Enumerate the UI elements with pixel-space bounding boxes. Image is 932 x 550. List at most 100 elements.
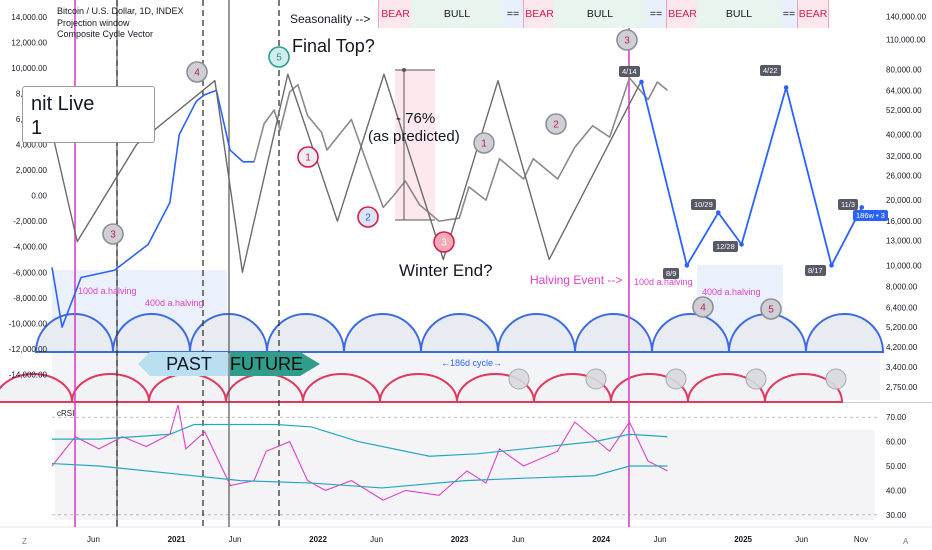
right-axis-tick: 110,000.00 — [886, 35, 926, 44]
legend-composite-cycle[interactable]: Composite Cycle Vector — [57, 29, 154, 39]
time-axis-tick: Jun — [654, 535, 667, 544]
legend-projection-window[interactable]: Projection window — [57, 17, 130, 28]
price-line-blue[interactable] — [51, 89, 255, 328]
red-cycle-arc — [301, 373, 382, 403]
seasonality-bear: BEAR — [666, 0, 699, 28]
callout-line-2: 1 — [31, 117, 43, 139]
crsi-upper-band[interactable] — [52, 423, 668, 457]
cycle-marker-7[interactable] — [473, 132, 495, 154]
crsi-background — [55, 430, 875, 520]
time-axis-tick: Jun — [229, 535, 242, 544]
cycle-marker-label: 1 — [481, 139, 487, 150]
blue-cycle-arc — [650, 313, 731, 353]
tradingview-logo-icon[interactable]: Z — [22, 537, 27, 546]
left-axis-tick: 14,000.00 — [11, 13, 47, 22]
blue-cycle-arc — [419, 313, 500, 353]
halving-100d-label-1: 100d a.halving — [78, 286, 137, 296]
past-label: PAST — [150, 352, 228, 376]
red-cycle-arc — [0, 373, 74, 403]
auto-scale-button[interactable]: A — [903, 537, 909, 546]
blue-cycle-arc — [265, 313, 346, 353]
cycle-marker-label: 2 — [553, 120, 559, 131]
right-axis-tick: 13,000.00 — [886, 237, 922, 246]
cycle-marker-4[interactable] — [297, 146, 319, 168]
left-axis-tick: 12,000.00 — [11, 38, 47, 47]
drawdown-note-label: (as predicted) — [368, 128, 460, 145]
winter-end-label: Winter End? — [399, 261, 493, 280]
future-label: FUTURE — [230, 352, 303, 376]
cycle-node — [508, 368, 530, 390]
halving-event-label: Halving Event --> — [530, 273, 623, 287]
past-arrow-head — [138, 352, 150, 376]
projection-date-tag: 10/29 — [691, 199, 716, 210]
legend-symbol[interactable]: Bitcoin / U.S. Dollar, 1D, INDEX — [57, 6, 184, 16]
time-axis-tick: 2025 — [734, 535, 752, 544]
crsi-line[interactable] — [51, 404, 668, 501]
left-axis-tick: -12,000.00 — [9, 345, 48, 354]
cycle-marker-5[interactable] — [357, 206, 379, 228]
callout-box: nit Live 1 — [22, 86, 155, 143]
crsi-axis-tick: 50.00 — [886, 462, 907, 471]
left-axis-tick: -2,000.00 — [13, 217, 47, 226]
crsi-lower-band[interactable] — [51, 462, 668, 489]
time-axis-tick: Jun — [512, 535, 525, 544]
left-axis-tick: 0.00 — [31, 192, 47, 201]
halving-400d-label-2: 400d a.halving — [702, 287, 761, 297]
seasonality-bear: BEAR — [378, 0, 413, 28]
crsi-axis-tick: 30.00 — [886, 511, 907, 520]
projection-node — [639, 79, 644, 85]
cycle-marker-2[interactable] — [186, 61, 208, 83]
drawdown-percent-label: - 76% — [396, 110, 436, 127]
chart-legend: Bitcoin / U.S. Dollar, 1D, INDEX Project… — [57, 6, 184, 41]
cycle-marker-11[interactable] — [760, 298, 782, 320]
projection-node — [684, 263, 690, 268]
projection-node — [739, 242, 744, 247]
crsi-axis-tick: 60.00 — [886, 438, 907, 447]
projection-date-tag: 4/22 — [760, 65, 781, 76]
left-axis-tick: -10,000.00 — [9, 319, 48, 328]
price-line-gray[interactable] — [253, 77, 668, 222]
cycle-marker-3[interactable] — [268, 46, 290, 68]
right-axis-tick: 16,000.00 — [886, 217, 922, 226]
projection-node — [715, 210, 721, 215]
right-axis-tick: 8,000.00 — [886, 282, 918, 291]
cycle-marker-10[interactable] — [692, 296, 714, 318]
projection-node — [783, 85, 789, 90]
red-cycle-arc — [378, 373, 459, 403]
right-axis-tick: 3,400.00 — [886, 363, 918, 372]
seasonality-eq: == — [503, 0, 523, 28]
right-axis-tick: 5,200.00 — [886, 323, 918, 332]
right-axis-tick: 6,400.00 — [886, 304, 918, 313]
cycle-marker-label: 3 — [624, 36, 630, 47]
left-axis-tick: -4,000.00 — [13, 243, 47, 252]
cycle-marker-label: 3 — [110, 230, 116, 241]
right-axis-tick: 140,000.00 — [886, 13, 927, 22]
crsi-axis-tick: 40.00 — [886, 486, 907, 495]
red-cycle-arc — [763, 373, 844, 403]
cycle-marker-9[interactable] — [616, 29, 638, 51]
time-axis-tick: Jun — [370, 535, 383, 544]
projection-date-tag: 8/9 — [663, 268, 680, 279]
cycle-marker-label: 5 — [768, 305, 774, 316]
cycle-node — [745, 368, 767, 390]
cycle-marker-8[interactable] — [545, 113, 567, 135]
right-axis-tick: 64,000.00 — [886, 86, 922, 95]
time-axis-tick: Jun — [795, 535, 808, 544]
halving-400d-label-1: 400d a.halving — [145, 298, 204, 308]
cycle-marker-label: 4 — [194, 68, 200, 79]
blue-cycle-arc — [804, 313, 885, 353]
seasonality-bull: BULL — [554, 0, 646, 28]
seasonality-bull: BULL — [697, 0, 781, 28]
crsi-title[interactable]: cRSI — [57, 409, 75, 418]
right-axis-tick: 4,200.00 — [886, 343, 918, 352]
projection-date-tag: 12/28 — [713, 241, 738, 252]
projection-node — [859, 205, 865, 210]
cycle-marker-label: 3 — [441, 238, 447, 249]
crsi-axis-tick: 70.00 — [886, 413, 907, 422]
cycle-marker-6[interactable] — [433, 231, 455, 253]
cycle-marker-1[interactable] — [102, 223, 124, 245]
right-axis-tick: 32,000.00 — [886, 152, 922, 161]
seasonality-eq: == — [646, 0, 666, 28]
